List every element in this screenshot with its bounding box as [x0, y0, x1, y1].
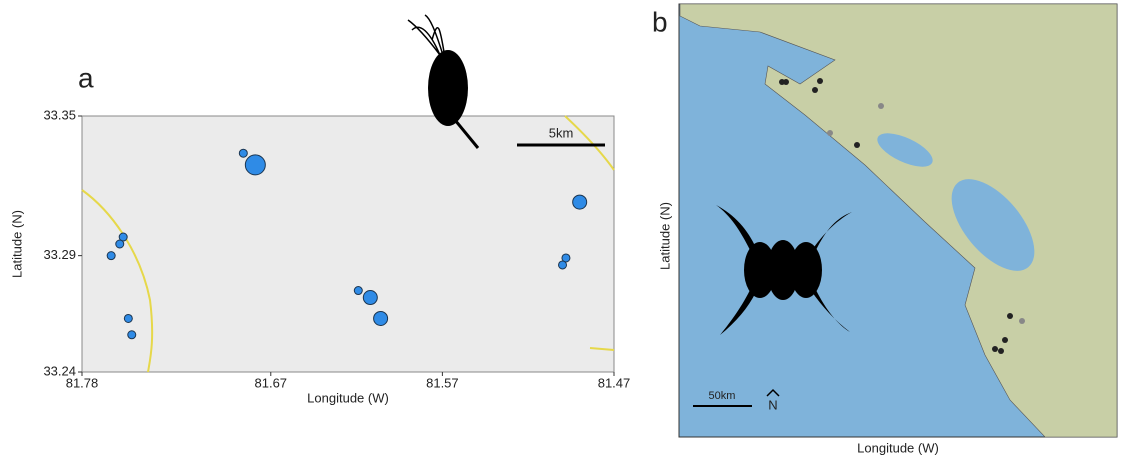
site-point — [362, 290, 378, 306]
copepod-icon — [407, 14, 480, 149]
y-axis-label: Latitude (N) — [9, 210, 24, 278]
y-tick-label: 33.29 — [43, 247, 76, 262]
site-point — [127, 330, 137, 340]
site-point — [238, 148, 248, 158]
site-point — [561, 253, 571, 263]
lake — [877, 133, 933, 167]
y-tick-label: 33.35 — [43, 107, 76, 122]
x-tick-label: 81.47 — [598, 375, 631, 390]
crustacean-icon — [716, 205, 852, 335]
road — [81, 189, 154, 373]
land — [679, 3, 1118, 438]
map-background — [81, 115, 615, 373]
y-axis-label: Latitude (N) — [657, 202, 672, 270]
site-point — [123, 313, 133, 323]
site-point — [373, 310, 389, 326]
site-point — [244, 154, 266, 176]
x-axis-label: Longitude (W) — [857, 440, 939, 455]
scale-label: 5km — [549, 125, 574, 140]
road — [589, 347, 615, 351]
north-label: N — [768, 397, 777, 412]
panel-label: a — [78, 62, 94, 93]
x-tick-label: 81.78 — [66, 375, 99, 390]
site-point — [118, 232, 128, 242]
site-point — [106, 251, 116, 261]
scale-label: 50km — [709, 390, 736, 402]
x-tick-label: 81.57 — [426, 375, 459, 390]
lake — [951, 179, 1035, 271]
panel-label: b — [652, 6, 668, 37]
x-tick-label: 81.67 — [255, 375, 288, 390]
site-point — [353, 286, 363, 296]
north-arrow — [766, 388, 780, 397]
site-point — [572, 194, 588, 210]
x-axis-label: Longitude (W) — [307, 390, 389, 405]
y-tick-label: 33.24 — [43, 363, 76, 378]
site-point — [115, 239, 125, 249]
site-point — [558, 260, 568, 270]
road — [564, 115, 615, 171]
sample-sites — [779, 78, 1025, 354]
